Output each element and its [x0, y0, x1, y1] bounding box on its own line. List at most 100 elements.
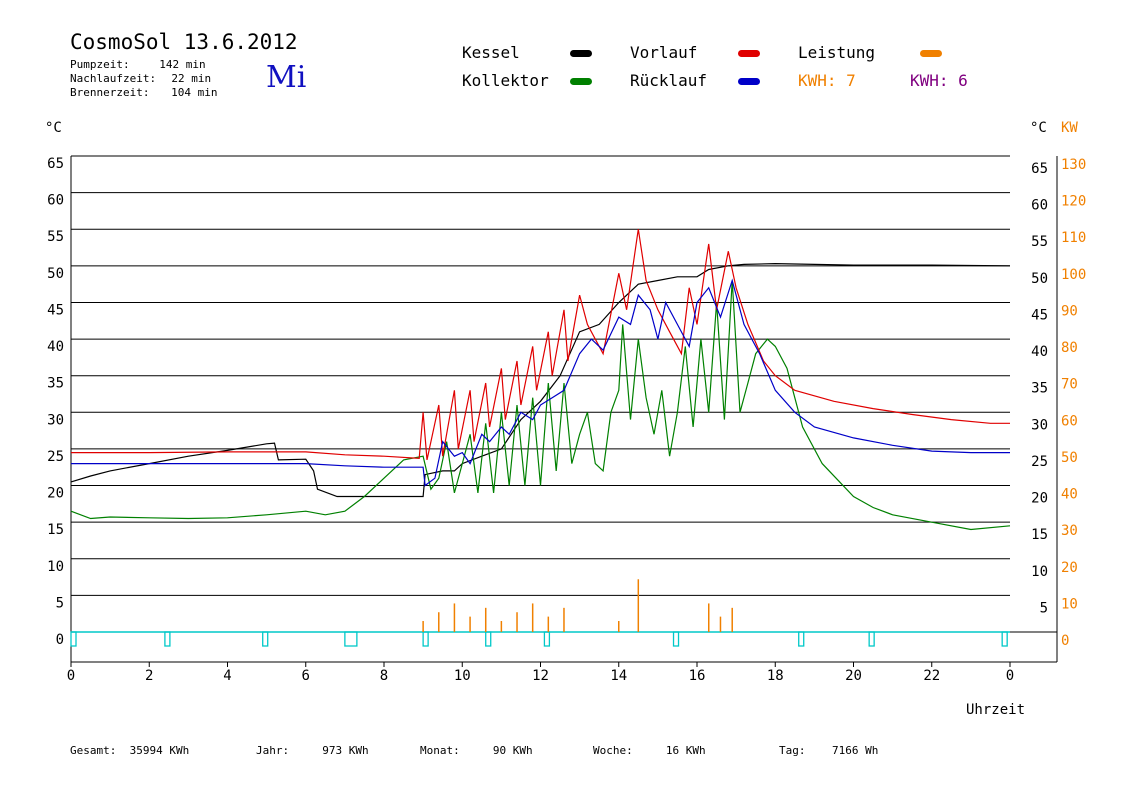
y-tick-label-left: 50: [47, 266, 64, 282]
y-tick-label-right-kw: 20: [1061, 560, 1078, 576]
y-tick-label-right-kw: 50: [1061, 450, 1078, 466]
pump-mark: [868, 631, 875, 647]
y-tick-label-right-kw: 0: [1061, 633, 1069, 649]
y-tick-label-right-c: 55: [1031, 234, 1048, 250]
series-line-ruecklauf: [71, 278, 1010, 487]
pump-mark: [344, 631, 358, 647]
y-tick-label-left: 20: [47, 486, 64, 502]
footer-gesamt: Gesamt: 35994 KWh: [70, 744, 190, 757]
footer-tag: Tag: 7166 Wh: [779, 744, 879, 757]
stat-value: 22 min: [171, 72, 212, 85]
y-axis-unit-right-kw: KW: [1061, 120, 1078, 136]
y-tick-label-right-kw: 10: [1061, 596, 1078, 612]
series-line-vorlauf: [71, 229, 1010, 461]
y-tick-label-right-c: 50: [1031, 271, 1048, 287]
y-axis-unit-left: °C: [45, 120, 62, 136]
legend-leistung: Leistung: [798, 43, 876, 62]
x-axis-title: Uhrzeit: [966, 702, 1025, 718]
y-tick-label-right-kw: 120: [1061, 194, 1086, 210]
legend-vorlauf-swatch: [738, 50, 760, 57]
x-tick-label: 0: [67, 668, 75, 684]
legend-kollektor: Kollektor: [462, 71, 549, 90]
y-tick-label-left: 30: [47, 412, 64, 428]
y-tick-label-left: 10: [47, 559, 64, 575]
y-tick-label-right-kw: 40: [1061, 487, 1078, 503]
x-tick-label: 12: [532, 668, 549, 684]
y-tick-label-right-c: 15: [1031, 527, 1048, 543]
y-tick-label-right-kw: 130: [1061, 157, 1086, 173]
stat-label: Pumpzeit:: [70, 58, 130, 71]
y-tick-label-right-kw: 110: [1061, 230, 1086, 246]
y-tick-label-right-kw: 80: [1061, 340, 1078, 356]
y-tick-label-right-c: 35: [1031, 381, 1048, 397]
x-tick-label: 10: [454, 668, 471, 684]
stat-value: 104 min: [171, 86, 218, 99]
y-tick-label-left: 0: [56, 632, 64, 648]
y-tick-label-right-kw: 60: [1061, 413, 1078, 429]
legend-kollektor-swatch: [570, 78, 592, 85]
legend-kwh-2: KWH: 6: [910, 71, 968, 90]
y-tick-label-left: 55: [47, 229, 64, 245]
y-tick-label-left: 5: [56, 595, 64, 611]
x-tick-label: 22: [923, 668, 940, 684]
pump-mark: [262, 631, 269, 647]
pump-mark: [798, 631, 805, 647]
legend-kessel-swatch: [570, 50, 592, 57]
legend-leistung-swatch: [920, 50, 942, 57]
x-tick-label: 14: [610, 668, 627, 684]
stat-label: Brennerzeit:: [70, 86, 150, 99]
stat-value: 142 min: [159, 58, 206, 71]
y-tick-label-right-c: 5: [1040, 600, 1048, 616]
footer-jahr: Jahr: 973 KWh: [256, 744, 369, 757]
y-tick-label-right-c: 45: [1031, 307, 1048, 323]
x-tick-label: 8: [380, 668, 388, 684]
y-tick-label-right-kw: 100: [1061, 267, 1086, 283]
stat-pumpzeit: Pumpzeit: 142 min: [70, 58, 206, 71]
footer-woche: Woche: 16 KWh: [593, 744, 706, 757]
y-tick-label-right-c: 65: [1031, 161, 1048, 177]
y-axis-unit-right-c: °C: [1030, 120, 1047, 136]
x-tick-label: 2: [145, 668, 153, 684]
pump-mark: [422, 631, 429, 647]
y-tick-label-right-c: 20: [1031, 491, 1048, 507]
legend-vorlauf: Vorlauf: [630, 43, 698, 62]
pump-mark: [70, 631, 77, 647]
legend-kessel: Kessel: [462, 43, 520, 62]
x-tick-label: 0: [1006, 668, 1014, 684]
pump-mark: [672, 631, 680, 647]
y-tick-label-left: 40: [47, 339, 64, 355]
footer-monat: Monat: 90 KWh: [420, 744, 533, 757]
pump-mark: [164, 631, 171, 647]
legend-ruecklauf: Rücklauf: [630, 71, 708, 90]
legend-kwh-1: KWH: 7: [798, 71, 856, 90]
pump-mark: [1001, 631, 1008, 647]
stat-label: Nachlaufzeit:: [70, 72, 157, 85]
pump-mark: [485, 631, 492, 647]
y-tick-label-right-kw: 70: [1061, 377, 1078, 393]
x-tick-label: 20: [845, 668, 862, 684]
y-tick-label-right-c: 10: [1031, 564, 1048, 580]
stat-brennerzeit: Brennerzeit: 104 min: [70, 86, 217, 99]
y-tick-label-right-kw: 90: [1061, 303, 1078, 319]
weekday-label: Mi: [266, 60, 307, 95]
x-tick-label: 6: [302, 668, 310, 684]
legend-ruecklauf-swatch: [738, 78, 760, 85]
y-tick-label-left: 15: [47, 522, 64, 538]
y-tick-label-right-c: 40: [1031, 344, 1048, 360]
pump-mark: [543, 631, 551, 647]
stat-nachlaufzeit: Nachlaufzeit: 22 min: [70, 72, 211, 85]
y-tick-label-right-c: 25: [1031, 454, 1048, 470]
y-tick-label-left: 35: [47, 376, 64, 392]
y-tick-label-left: 45: [47, 302, 64, 318]
x-tick-label: 18: [767, 668, 784, 684]
y-tick-label-right-c: 60: [1031, 198, 1048, 214]
y-tick-label-left: 65: [47, 156, 64, 172]
y-tick-label-right-c: 30: [1031, 417, 1048, 433]
x-tick-label: 4: [223, 668, 231, 684]
y-tick-label-right-kw: 30: [1061, 523, 1078, 539]
series-line-kessel: [70, 262, 1011, 498]
y-tick-label-left: 25: [47, 449, 64, 465]
x-tick-label: 16: [689, 668, 706, 684]
series-line-kollektor: [70, 280, 1011, 531]
